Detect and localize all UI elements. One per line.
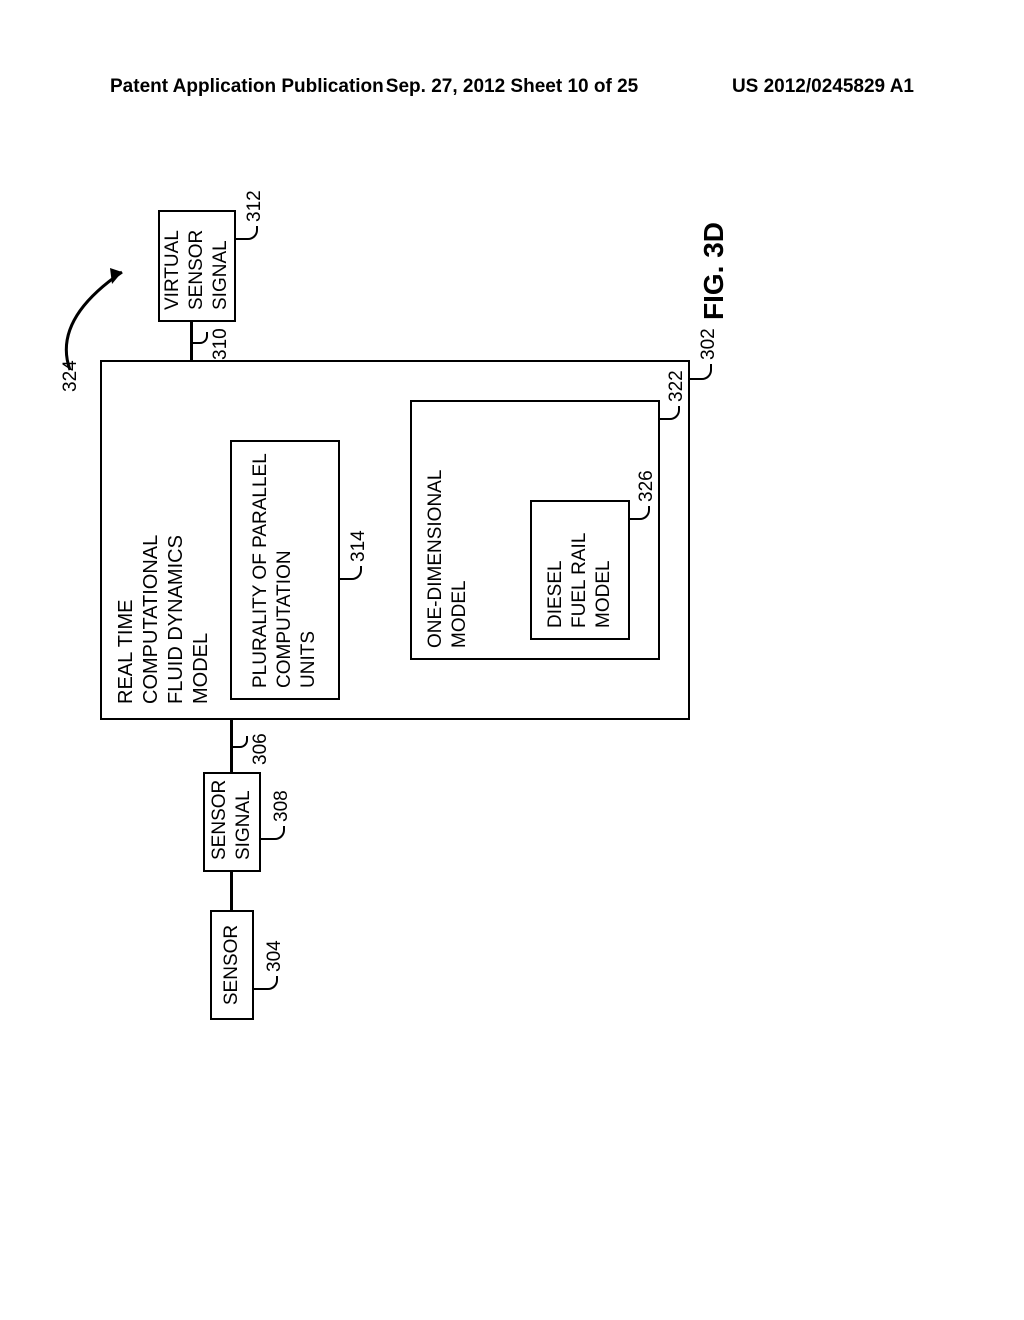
ref-arrow: 324 (60, 360, 82, 392)
header-center: Sep. 27, 2012 Sheet 10 of 25 (386, 76, 638, 98)
ref-sensor: 304 (264, 940, 286, 972)
figure-label: FIG. 3D (698, 222, 730, 320)
figure-container: SENSOR 304 SENSOR SIGNAL 308 306 REAL TI… (130, 220, 890, 980)
diesel-text: DIESEL FUEL RAIL MODEL (544, 533, 615, 628)
virtual-box: VIRTUAL SENSOR SIGNAL (158, 210, 236, 322)
virtual-text: VIRTUAL SENSOR SIGNAL (161, 230, 232, 310)
line-sensor-to-signal (230, 870, 233, 910)
page: Patent Application Publication Sep. 27, … (0, 0, 1024, 1320)
sensor-box: SENSOR (210, 910, 254, 1020)
lead-sensor-signal (261, 826, 285, 840)
plurality-text: PLURALITY OF PARALLEL COMPUTATION UNITS (249, 453, 320, 688)
plurality-box: PLURALITY OF PARALLEL COMPUTATION UNITS (230, 440, 340, 700)
ref-one-dim: 322 (666, 370, 688, 402)
ref-sensor-signal: 308 (271, 790, 293, 822)
header-left: Patent Application Publication (110, 76, 384, 98)
header-right: US 2012/0245829 A1 (732, 76, 914, 98)
ref-model-output: 310 (210, 328, 232, 360)
model-title: REAL TIME COMPUTATIONAL FLUID DYNAMICS M… (114, 535, 214, 704)
lead-310 (192, 332, 208, 344)
sensor-text: SENSOR (220, 925, 244, 1005)
lead-model-block (690, 364, 712, 380)
ref-diesel: 326 (636, 470, 658, 502)
page-header: Patent Application Publication Sep. 27, … (110, 76, 914, 98)
sensor-signal-box: SENSOR SIGNAL (203, 772, 261, 872)
ref-model-block: 302 (698, 328, 720, 360)
ref-model-input: 306 (250, 733, 272, 765)
one-dim-text: ONE-DIMENSIONAL MODEL (424, 470, 472, 648)
sensor-signal-text: SENSOR SIGNAL (208, 780, 256, 860)
lead-virtual (236, 226, 258, 240)
diesel-box: DIESEL FUEL RAIL MODEL (530, 500, 630, 640)
ref-plurality: 314 (348, 530, 370, 562)
lead-306 (232, 736, 248, 748)
figure-rotated: SENSOR 304 SENSOR SIGNAL 308 306 REAL TI… (130, 220, 890, 980)
lead-sensor (254, 976, 278, 990)
ref-virtual: 312 (244, 190, 266, 222)
